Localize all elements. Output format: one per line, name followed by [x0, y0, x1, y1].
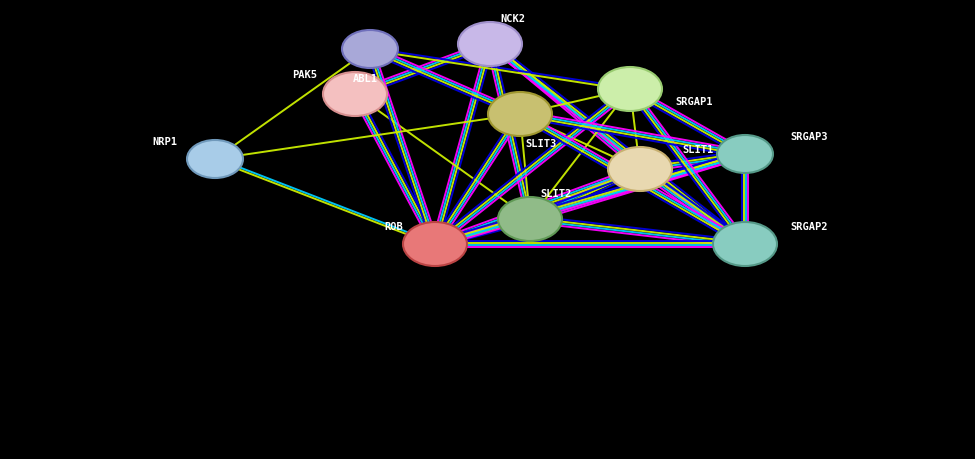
Text: SRGAP3: SRGAP3	[790, 132, 828, 142]
Text: SRGAP1: SRGAP1	[675, 97, 713, 107]
Text: ABL1: ABL1	[353, 74, 377, 84]
Ellipse shape	[488, 92, 552, 136]
Text: SLIT1: SLIT1	[682, 145, 714, 155]
Ellipse shape	[598, 67, 662, 111]
Text: NRP1: NRP1	[152, 137, 177, 147]
Ellipse shape	[608, 147, 672, 191]
Ellipse shape	[458, 22, 522, 66]
Ellipse shape	[713, 222, 777, 266]
Text: SRGAP2: SRGAP2	[790, 222, 828, 232]
Ellipse shape	[717, 135, 773, 173]
Ellipse shape	[342, 30, 398, 68]
Text: NCK2: NCK2	[500, 14, 525, 24]
Text: PAK5: PAK5	[292, 70, 317, 80]
Ellipse shape	[323, 72, 387, 116]
Ellipse shape	[498, 197, 562, 241]
Ellipse shape	[187, 140, 243, 178]
Text: ROB: ROB	[384, 222, 403, 232]
Text: SLIT2: SLIT2	[540, 189, 571, 199]
Text: SLIT3: SLIT3	[525, 139, 557, 149]
Ellipse shape	[403, 222, 467, 266]
